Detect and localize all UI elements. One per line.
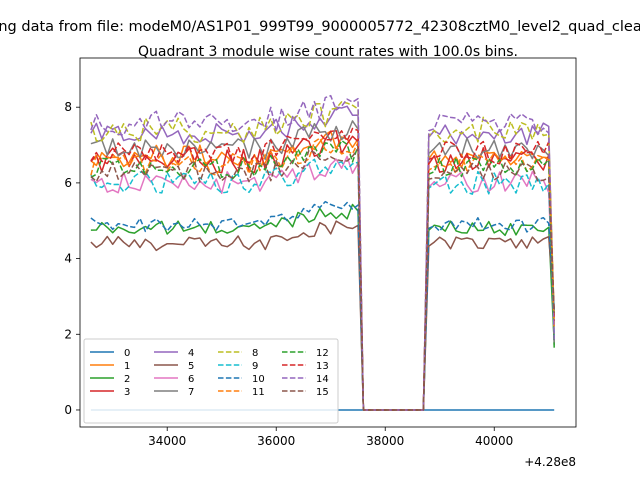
series-line-11: [90, 137, 555, 411]
legend-label-0: 0: [124, 348, 130, 359]
chart-title: Quadrant 3 module wise count rates with …: [138, 44, 518, 60]
legend-label-13: 13: [316, 361, 329, 372]
legend-label-4: 4: [188, 348, 194, 359]
legend-box: [83, 338, 339, 424]
series-line-15: [90, 147, 555, 411]
legend-label-11: 11: [252, 387, 265, 398]
legend-label-6: 6: [188, 374, 194, 385]
legend-label-15: 15: [316, 387, 329, 398]
series-line-5: [90, 220, 555, 411]
x-tick-label: 36000: [257, 434, 295, 448]
y-tick-label: 0: [64, 403, 72, 417]
series-line-6: [90, 155, 555, 411]
y-tick-label: 4: [64, 252, 72, 266]
y-tick-label: 8: [64, 100, 72, 114]
x-tick-label: 38000: [366, 434, 404, 448]
x-tick-label: 34000: [148, 434, 186, 448]
plot-frame: [79, 57, 577, 428]
legend-label-14: 14: [316, 374, 329, 385]
legend-label-12: 12: [316, 348, 329, 359]
legend-label-10: 10: [252, 374, 265, 385]
series-line-8: [90, 101, 555, 411]
legend-label-3: 3: [124, 387, 130, 398]
legend-label-7: 7: [188, 387, 194, 398]
x-tick-label: 40000: [475, 434, 513, 448]
legend-label-9: 9: [252, 361, 258, 372]
y-tick-label: 2: [64, 327, 72, 341]
series-line-7: [90, 120, 555, 411]
series-line-2: [90, 203, 555, 411]
series-line-9: [90, 158, 555, 411]
series-line-13: [90, 127, 555, 411]
legend-label-1: 1: [124, 361, 130, 372]
y-axis: 0 2 4 6 8: [64, 100, 80, 417]
legend-label-5: 5: [188, 361, 194, 372]
legend-label-2: 2: [124, 374, 130, 385]
series-line-10: [90, 200, 555, 411]
series-line-12: [90, 139, 555, 411]
legend-label-8: 8: [252, 348, 258, 359]
series-line-14: [90, 94, 555, 411]
figure-suptitle: Plotting data from file: modeM0/AS1P01_9…: [0, 19, 640, 35]
x-axis: 34000 36000 38000 40000: [148, 427, 513, 448]
y-tick-label: 6: [64, 176, 72, 190]
x-offset-label: +4.28e8: [524, 455, 576, 469]
